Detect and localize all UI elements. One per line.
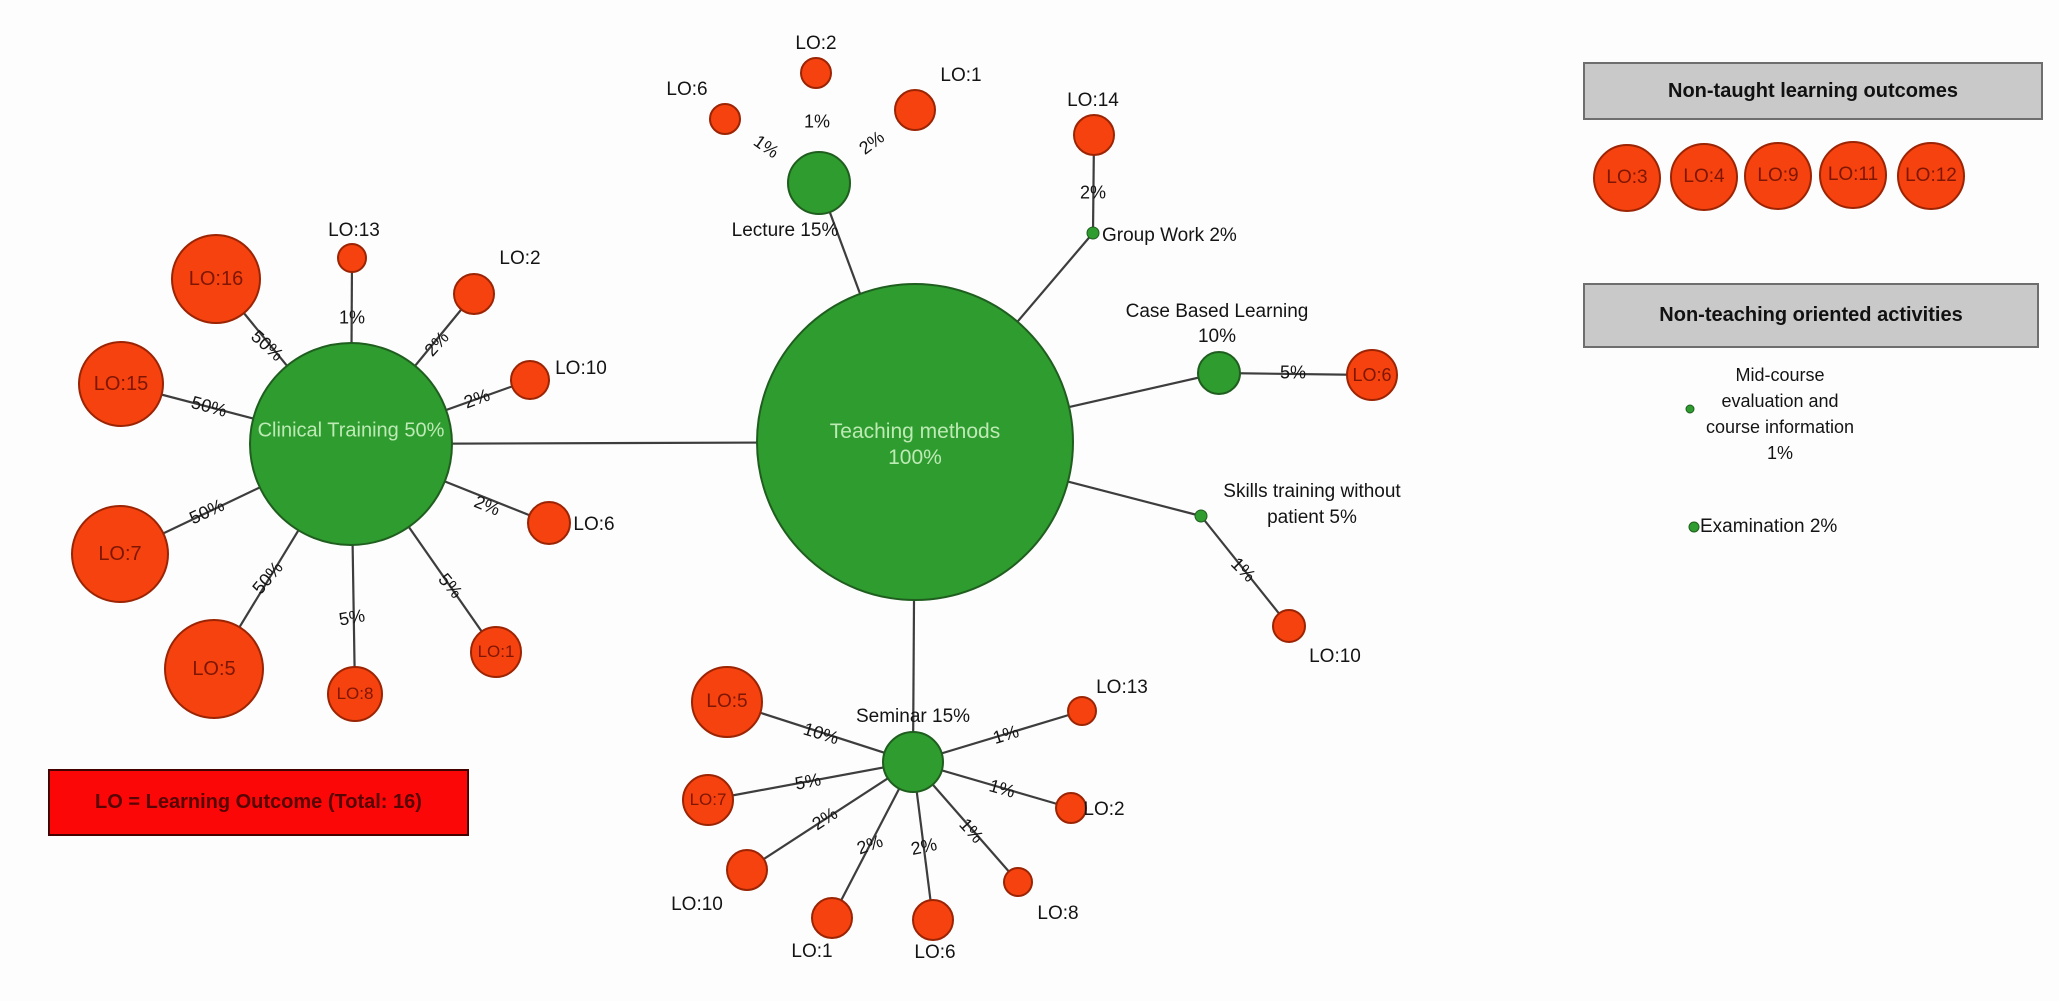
seminar-label: Seminar 15% bbox=[855, 706, 971, 727]
node-clinical-lo2 bbox=[453, 273, 495, 315]
node-lecture-lo6 bbox=[709, 103, 741, 135]
node-case-based-learning bbox=[1197, 351, 1241, 395]
seminar-lo1-label: LO:1 bbox=[791, 941, 833, 962]
edge-seminar-lo10 bbox=[746, 761, 914, 871]
node-clinical-lo15: LO:15 bbox=[78, 341, 164, 427]
node-seminar-lo7: LO:7 bbox=[682, 774, 734, 826]
node-seminar-lo10 bbox=[726, 849, 768, 891]
node-seminar-lo8 bbox=[1003, 867, 1033, 897]
node-skills-lo10 bbox=[1272, 609, 1306, 643]
lecture-lo1-label: LO:1 bbox=[940, 65, 982, 86]
seminar-lo2-label: LO:2 bbox=[1083, 799, 1125, 820]
node-clinical-lo7: LO:7 bbox=[71, 505, 169, 603]
groupwork-lo14-label: LO:14 bbox=[1067, 90, 1119, 111]
midcourse-line2: evaluation and bbox=[1721, 391, 1839, 411]
seminar-lo8-label: LO:8 bbox=[1037, 903, 1079, 924]
edge-skills-lo10 bbox=[1200, 515, 1290, 627]
node-midcourse-evaluation bbox=[1685, 404, 1695, 414]
teaching-methods-title: Teaching methods bbox=[829, 419, 1001, 443]
seminar-lo6-label: LO:6 bbox=[914, 942, 956, 963]
node-lecture-lo2 bbox=[800, 57, 832, 89]
node-clinical-lo5: LO:5 bbox=[164, 619, 264, 719]
midcourse-evaluation-label: Mid-course evaluation and course informa… bbox=[1665, 362, 1895, 466]
node-clinical-lo6 bbox=[527, 501, 571, 545]
clinical-lo13-pct: 1% bbox=[338, 307, 366, 328]
cbl-pct-label: 10% bbox=[1197, 326, 1237, 347]
seminar-lo10-label: LO:10 bbox=[671, 894, 723, 915]
lecture-label: Lecture 15% bbox=[731, 220, 839, 241]
lo-legend-box: LO = Learning Outcome (Total: 16) bbox=[48, 769, 469, 836]
node-seminar-lo1 bbox=[811, 897, 853, 939]
node-clinical-lo8: LO:8 bbox=[327, 666, 383, 722]
teaching-methods-pct: 100% bbox=[888, 446, 942, 469]
cbl-title: Case Based Learning bbox=[1125, 301, 1309, 322]
midcourse-line1: Mid-course bbox=[1735, 365, 1825, 385]
lecture-lo2-pct: 1% bbox=[803, 111, 831, 132]
midcourse-line3: course information bbox=[1705, 417, 1855, 437]
seminar-lo13-label: LO:13 bbox=[1096, 677, 1148, 698]
node-seminar-lo5: LO:5 bbox=[691, 666, 763, 738]
node-lecture-lo1 bbox=[894, 89, 936, 131]
node-clinical-lo10 bbox=[510, 360, 550, 400]
node-nontaught-lo9: LO:9 bbox=[1744, 142, 1812, 210]
groupwork-lo14-pct: 2% bbox=[1079, 182, 1107, 203]
node-clinical-lo16: LO:16 bbox=[171, 234, 261, 324]
clinical-lo13-label: LO:13 bbox=[328, 220, 380, 241]
teaching-methods-label: Teaching methods 100% bbox=[830, 419, 1000, 472]
node-nontaught-lo3: LO:3 bbox=[1593, 144, 1661, 212]
examination-label: Examination 2% bbox=[1700, 516, 1838, 537]
skills-title-line2: patient 5% bbox=[1267, 507, 1357, 528]
node-group-work bbox=[1086, 226, 1100, 240]
node-teaching-methods bbox=[756, 283, 1074, 601]
non-teaching-activities-box: Non-teaching oriented activities bbox=[1583, 283, 2039, 348]
lecture-lo6-label: LO:6 bbox=[666, 79, 708, 100]
node-seminar-lo13 bbox=[1067, 696, 1097, 726]
node-nontaught-lo4: LO:4 bbox=[1670, 143, 1738, 211]
node-examination bbox=[1688, 521, 1700, 533]
clinical-lo2-label: LO:2 bbox=[499, 248, 541, 269]
node-cbl-lo6: LO:6 bbox=[1346, 349, 1398, 401]
node-lecture bbox=[787, 151, 851, 215]
midcourse-line4: 1% bbox=[1766, 443, 1793, 463]
lecture-lo2-label: LO:2 bbox=[795, 33, 837, 54]
clinical-lo8-pct: 5% bbox=[337, 605, 367, 630]
node-seminar-lo6 bbox=[912, 899, 954, 941]
node-clinical-training bbox=[249, 342, 453, 546]
non-taught-outcomes-box: Non-taught learning outcomes bbox=[1583, 62, 2043, 120]
clinical-training-label: Clinical Training 50% bbox=[257, 419, 445, 442]
cbl-lo6-pct: 5% bbox=[1279, 362, 1307, 383]
node-groupwork-lo14 bbox=[1073, 114, 1115, 156]
skills-lo10-label: LO:10 bbox=[1309, 646, 1361, 667]
edge-seminar-lo7 bbox=[707, 760, 914, 802]
node-nontaught-lo12: LO:12 bbox=[1897, 142, 1965, 210]
node-skills-training bbox=[1194, 509, 1208, 523]
node-seminar bbox=[882, 731, 944, 793]
skills-title-line1: Skills training without bbox=[1223, 481, 1401, 502]
clinical-lo6-label: LO:6 bbox=[573, 514, 615, 535]
node-clinical-lo1: LO:1 bbox=[470, 626, 522, 678]
group-work-label: Group Work 2% bbox=[1102, 225, 1237, 246]
clinical-lo10-label: LO:10 bbox=[555, 358, 607, 379]
node-seminar-lo2 bbox=[1055, 792, 1087, 824]
node-nontaught-lo11: LO:11 bbox=[1819, 141, 1887, 209]
node-clinical-lo13 bbox=[337, 243, 367, 273]
